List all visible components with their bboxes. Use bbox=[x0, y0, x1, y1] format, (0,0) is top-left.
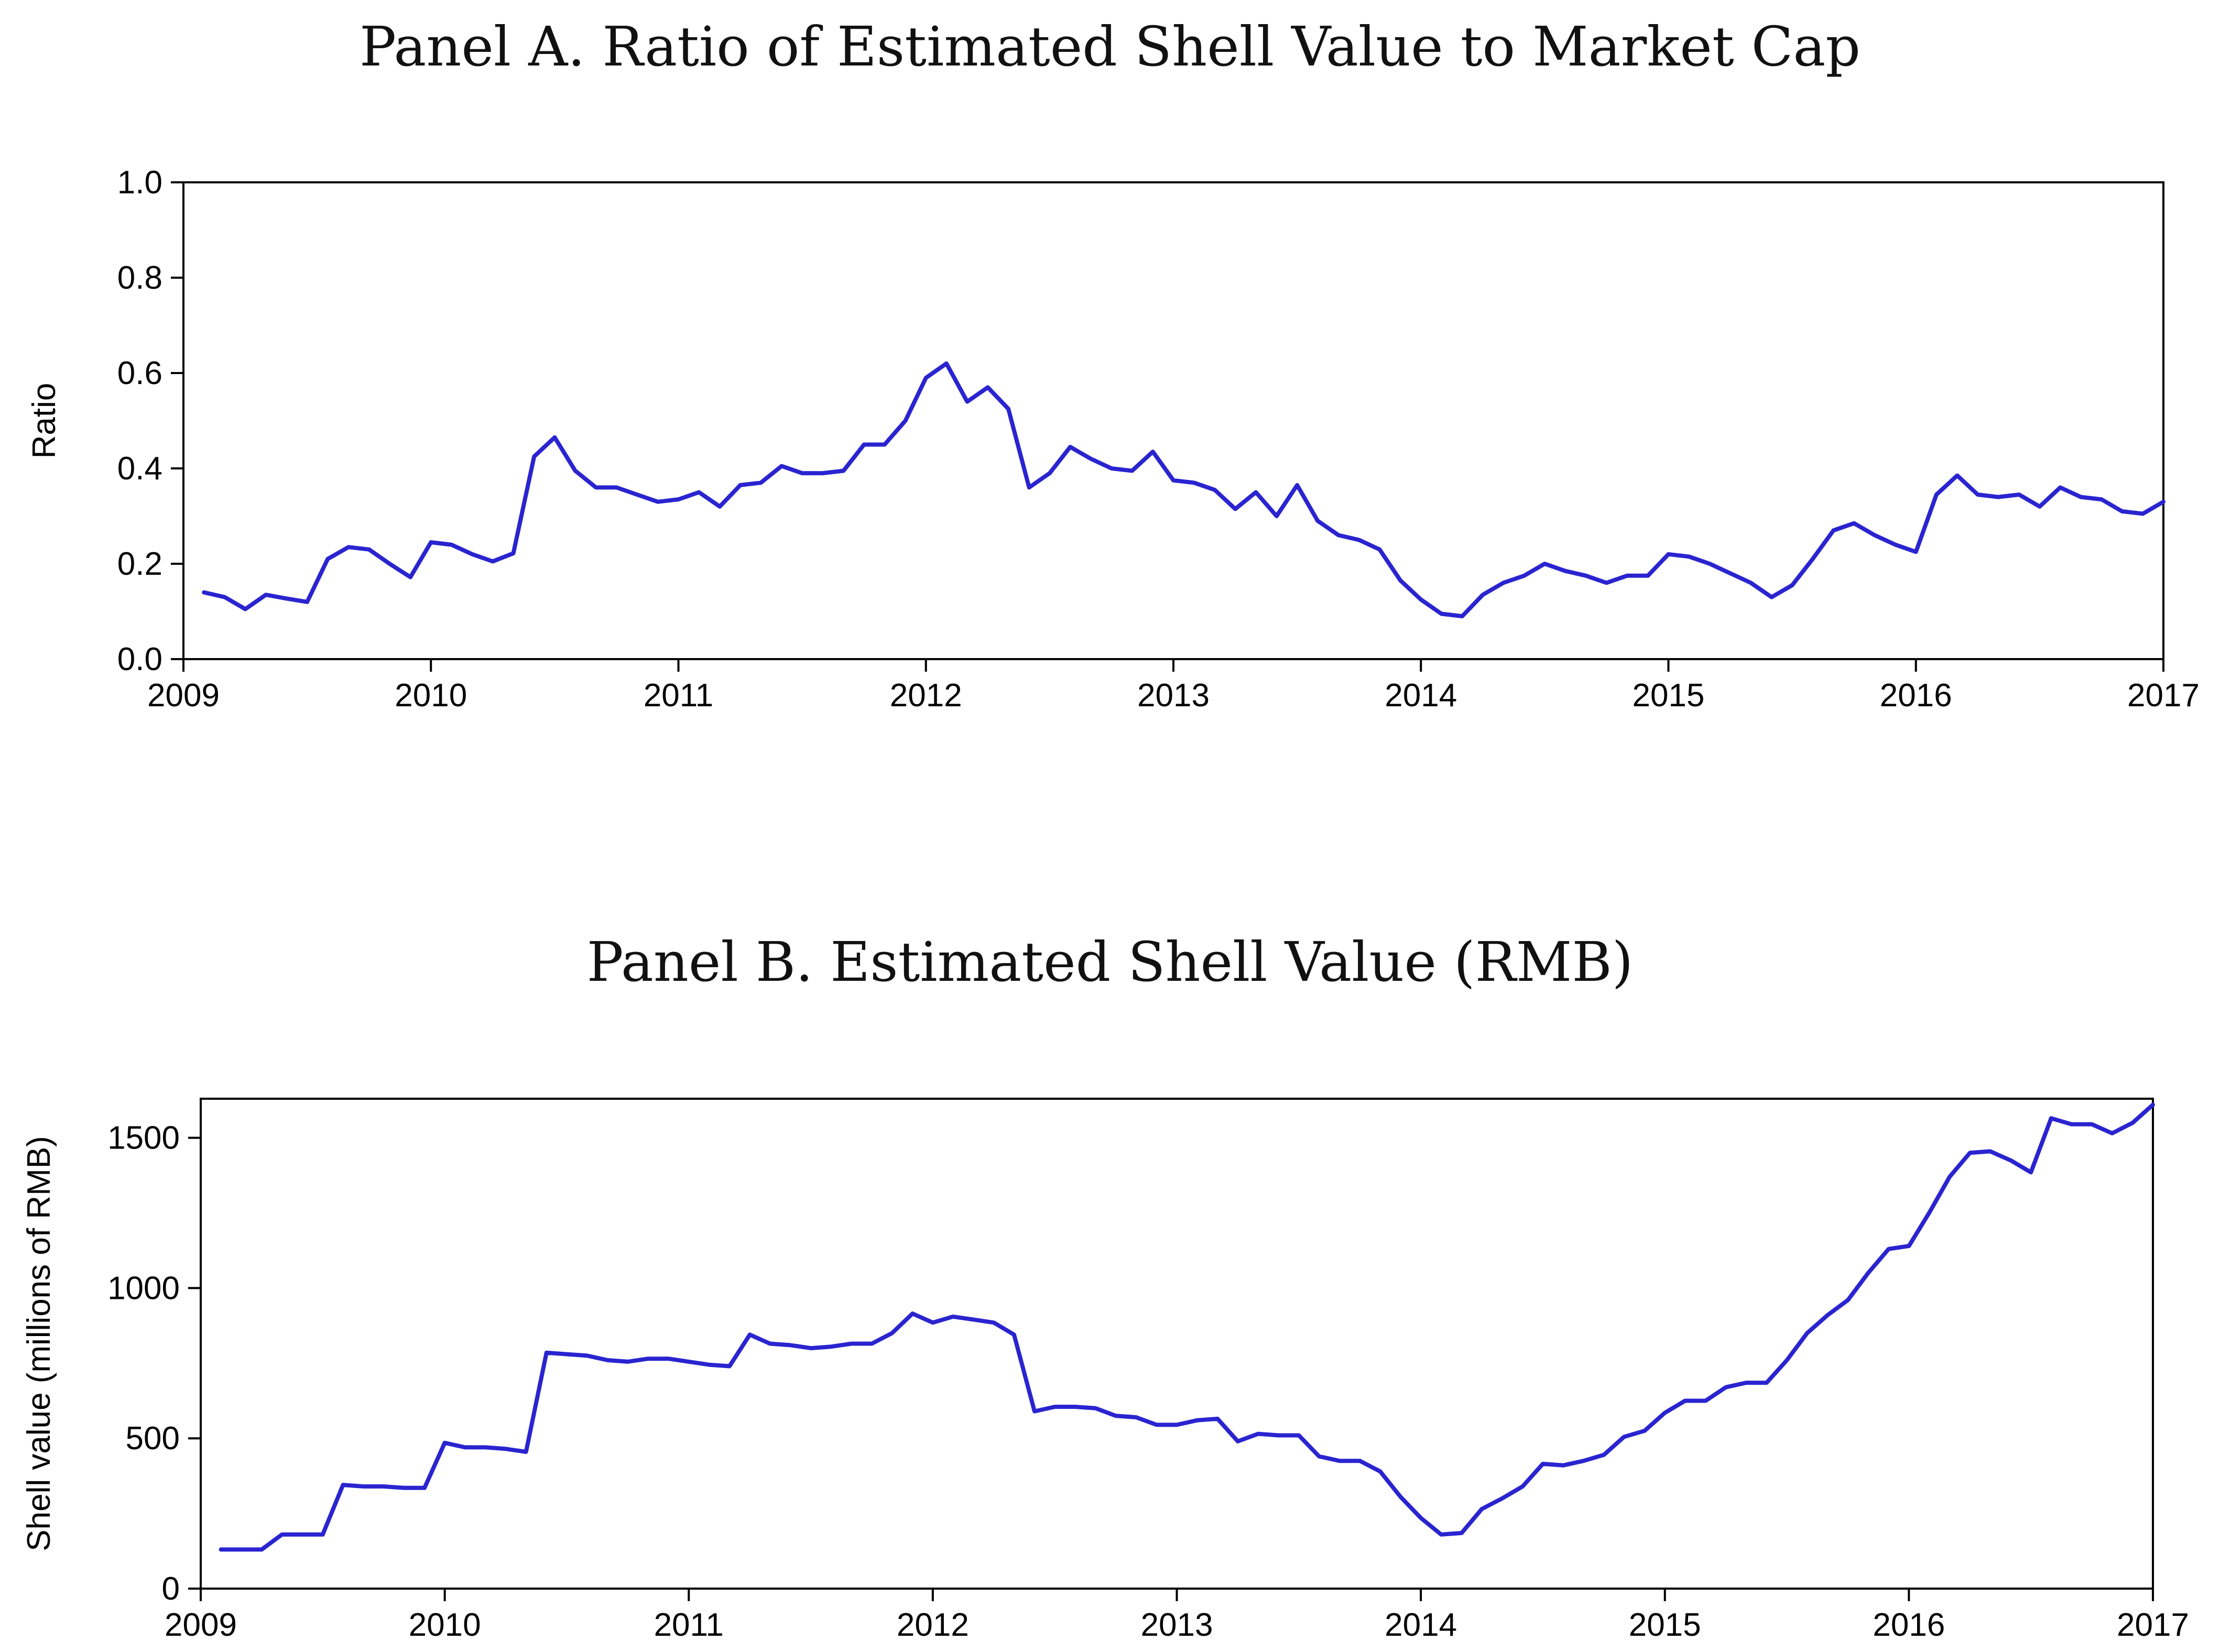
panel-a-x-tick-label: 2014 bbox=[1385, 677, 1457, 714]
panel-b-x-tick-label: 2009 bbox=[165, 1607, 237, 1643]
panel-a-y-tick-label: 1.0 bbox=[117, 165, 162, 201]
panel-a-x-tick-label: 2017 bbox=[2127, 677, 2200, 714]
panel-a-y-tick-label: 0.2 bbox=[117, 546, 162, 582]
panel-a-x-tick-label: 2011 bbox=[644, 677, 713, 714]
panel-a-y-tick-label: 0.4 bbox=[117, 451, 162, 487]
panel-b-y-tick-label: 1000 bbox=[107, 1270, 180, 1306]
panel-a-x-tick-label: 2012 bbox=[890, 677, 962, 714]
panel-b-y-tick-label: 0 bbox=[162, 1571, 180, 1607]
panel-b-x-tick-label: 2013 bbox=[1141, 1607, 1213, 1643]
panel-a-y-tick-label: 0.0 bbox=[117, 641, 162, 677]
panel-b-x-tick-label: 2011 bbox=[654, 1607, 724, 1643]
panel-a-y-tick-label: 0.6 bbox=[117, 355, 162, 391]
panel-b-title: Panel B. Estimated Shell Value (RMB) bbox=[586, 930, 1634, 994]
panel-b-y-tick-label: 1500 bbox=[107, 1120, 180, 1156]
panel-b-x-tick-label: 2012 bbox=[897, 1607, 969, 1643]
panel-a-x-tick-label: 2016 bbox=[1880, 677, 1952, 714]
panel-b-x-tick-label: 2014 bbox=[1385, 1607, 1457, 1643]
panel-a-title: Panel A. Ratio of Estimated Shell Value … bbox=[360, 15, 1860, 79]
panel-a-series-line bbox=[202, 361, 2165, 619]
panel-a-x-tick-label: 2009 bbox=[147, 677, 220, 714]
panel-b-series-line bbox=[219, 1102, 2155, 1552]
panel-a-y-tick-label: 0.8 bbox=[117, 260, 162, 296]
panel-a-plot: 2009 2010 2011 2012 2013 2014 2015 2016 2017 0.0 0… bbox=[26, 165, 2200, 714]
panel-a-y-axis-label: Ratio bbox=[26, 383, 62, 459]
panel-b-x-tick-label: 2016 bbox=[1873, 1607, 1945, 1643]
panel-b-x-tick-label: 2015 bbox=[1629, 1607, 1701, 1643]
panel-a-x-tick-label: 2013 bbox=[1137, 677, 1210, 714]
panel-b-plot: 2009 2010 2011 2012 2013 2014 2015 2016 2017 0 500… bbox=[21, 1098, 2189, 1643]
panel-b-y-tick-label: 500 bbox=[126, 1420, 180, 1457]
panel-a-x-tick-label: 2010 bbox=[395, 677, 467, 714]
panel-a-x-tick-label: 2015 bbox=[1633, 677, 1705, 714]
panel-b-y-axis-label: Shell value (millions of RMB) bbox=[21, 1136, 57, 1551]
panel-b-plot-frame bbox=[200, 1098, 2154, 1590]
panel-b-x-tick-label: 2010 bbox=[409, 1607, 481, 1643]
panel-b-x-tick-label: 2017 bbox=[2117, 1607, 2189, 1643]
panel-a-plot-frame bbox=[182, 181, 2164, 660]
